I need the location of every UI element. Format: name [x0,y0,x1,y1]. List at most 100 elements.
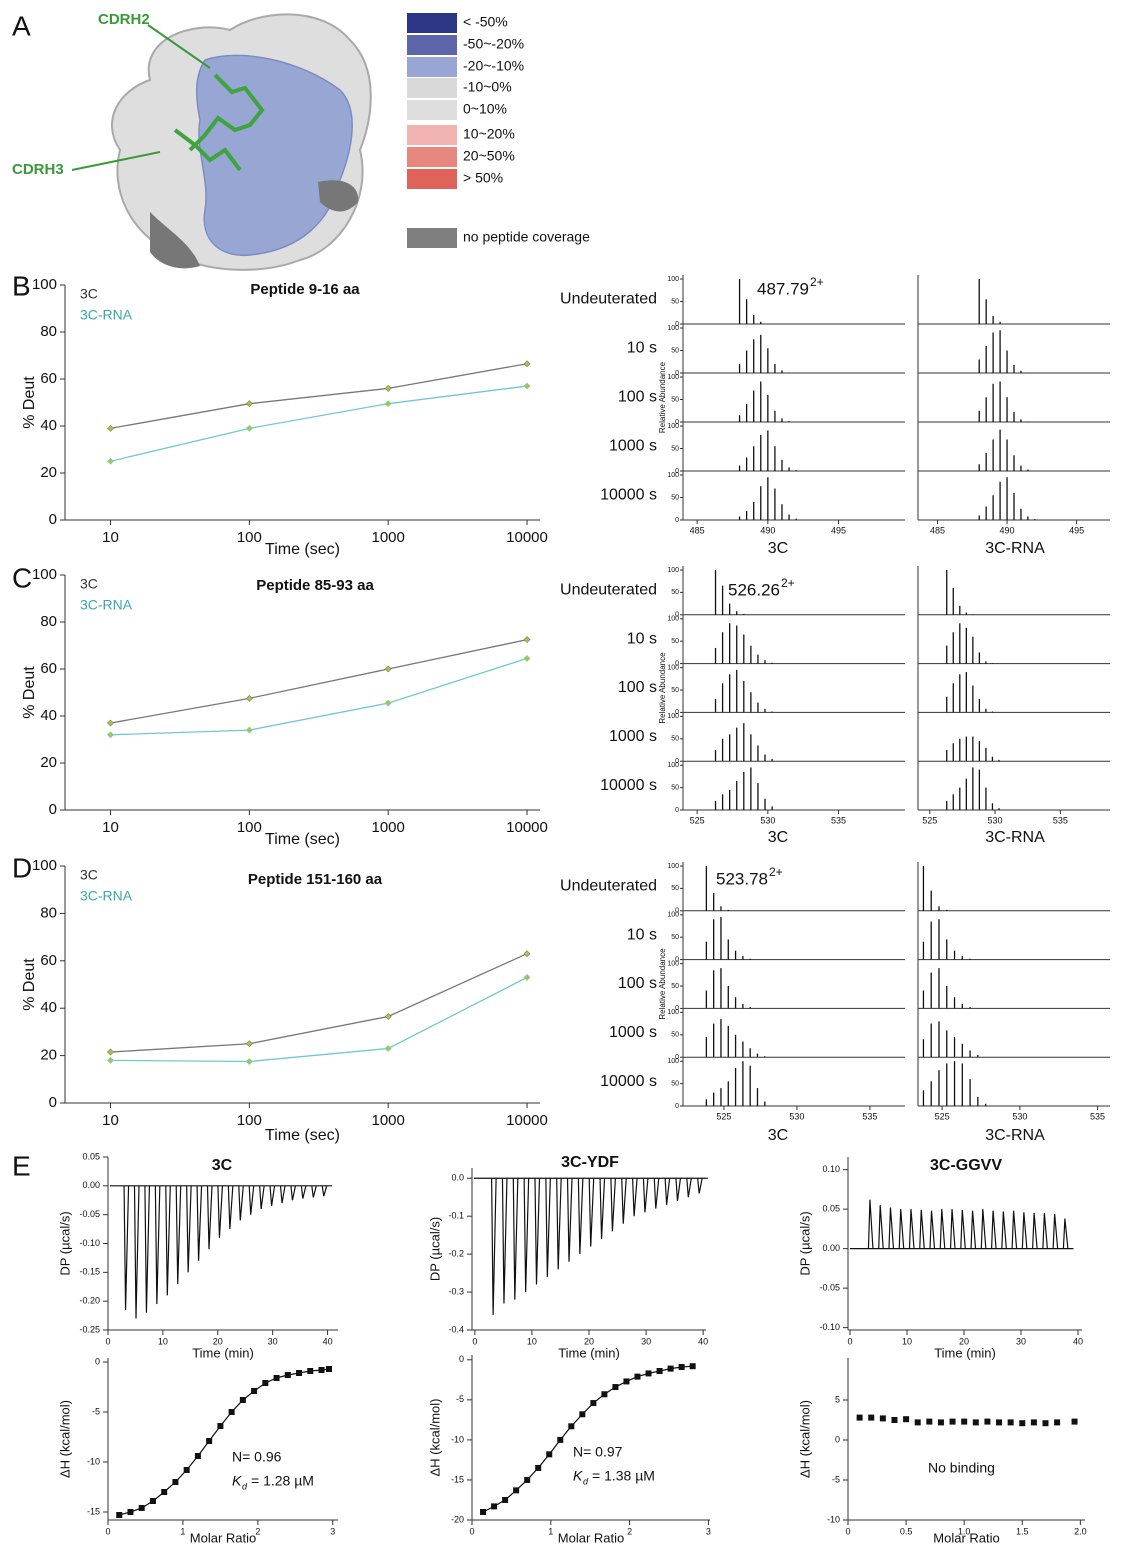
y-tick-label: 100 [667,567,679,574]
injection-peak [1022,1212,1027,1248]
x-tick-label: 530 [1012,1111,1027,1121]
panel-label: A [12,10,31,41]
injection-peak [868,1200,873,1249]
point-marker [246,1041,252,1047]
row-label: Undeuterated [560,582,657,599]
chart-title: Peptide 85-93 aa [256,577,374,594]
y-tick-label: -0.15 [79,1267,100,1277]
injection-peak [611,1178,616,1231]
legend-label: -20~-10% [463,58,524,74]
y-tick-label: -0.20 [79,1296,100,1306]
injection-peak [971,1211,976,1249]
injection-peak [981,1209,986,1248]
data-point [1031,1419,1037,1425]
y-tick-label: 20 [40,754,57,771]
point-marker [524,383,530,389]
panel-label: D [12,852,32,883]
injection-peak [676,1178,681,1201]
y-tick-label: -0.2 [448,1248,464,1258]
data-point [172,1479,178,1485]
data-point [206,1438,212,1444]
annotation: 523.78 [716,869,768,888]
y-tick-label: -0.10 [819,1322,840,1332]
protein-surface: CDRH2 CDRH3 [12,11,371,270]
data-point [590,1400,596,1406]
injection-peak [951,1209,956,1248]
y-tick-label: 100 [667,1009,679,1016]
point-marker [246,1059,252,1065]
x-tick-label: 525 [935,1111,950,1121]
y-axis-label: % Deut [21,958,38,1011]
y-axis-label: Relative Abundance [658,361,667,433]
data-point [996,1419,1002,1425]
y-tick-label: 80 [40,904,57,921]
figure: CDRH2 CDRH3 ABCDE< -50%-50~-20%-20~-10%-… [0,0,1128,1544]
y-tick-label: 50 [671,638,679,645]
data-point [150,1498,156,1504]
panel-label: E [12,1150,31,1181]
y-tick-label: -0.05 [79,1209,100,1219]
injection-peak [899,1209,904,1248]
y-tick-label: 80 [40,323,57,340]
data-point [950,1419,956,1425]
injection-peak [155,1186,160,1304]
y-tick-label: 100 [667,664,679,671]
y-tick-label: 100 [667,325,679,332]
row-label: 1000 s [609,438,657,455]
data-point [326,1366,332,1372]
data-point [568,1423,574,1429]
chart-title: 3C-GGVV [930,1157,1002,1174]
y-tick-label: 100 [667,1058,679,1065]
y-tick-label: 0 [49,511,57,528]
x-tick-label: 0 [472,1336,477,1346]
legend-label: > 50% [463,170,503,186]
x-tick-label: 10000 [506,1112,548,1129]
x-axis-label: Time (min) [192,1345,254,1360]
x-tick-label: 100 [237,819,262,836]
injection-peak [557,1178,562,1269]
x-tick-label: 495 [831,525,846,535]
x-tick-label: 490 [760,525,775,535]
panel-label: B [12,270,31,301]
y-tick-label: -0.1 [448,1211,464,1221]
injection-peak [961,1210,966,1249]
injection-peak [889,1208,894,1249]
y-tick-label: 0.00 [822,1243,840,1253]
x-tick-label: 490 [1000,525,1015,535]
y-tick-label: 0 [459,1354,464,1364]
injection-peak [687,1178,692,1197]
annotation: N= 0.97 [573,1444,623,1460]
y-tick-label: -10 [827,1514,840,1524]
x-axis-label: 3C-RNA [985,1127,1045,1144]
fit-line [119,1369,329,1515]
x-tick-label: 485 [930,525,945,535]
data-point [961,1419,967,1425]
y-tick-label: 20 [40,464,57,481]
x-tick-label: 100 [237,529,262,546]
point-marker [385,700,391,706]
data-point [184,1467,190,1473]
injection-peak [513,1178,518,1299]
x-tick-label: 2 [627,1526,632,1536]
x-axis-label: Time (min) [934,1345,996,1360]
data-point [195,1453,201,1459]
y-tick-label: 100 [667,616,679,623]
x-tick-label: 530 [988,815,1003,825]
point-marker [385,1013,391,1019]
x-tick-label: 525 [922,815,937,825]
row-label: 100 s [618,679,657,696]
x-axis-label: Molar Ratio [933,1530,999,1544]
x-tick-label: 485 [690,525,705,535]
x-tick-label: 535 [862,1111,877,1121]
injection-peak [197,1186,202,1261]
x-tick-label: 10000 [506,529,548,546]
cdr-label: CDRH3 [12,161,64,178]
y-tick-label: 40 [40,417,57,434]
y-tick-label: 0 [95,1356,100,1366]
row-label: 10 s [627,926,657,943]
data-point [116,1512,122,1518]
annotation: 526.26 [728,580,780,599]
data-point [262,1380,268,1386]
y-tick-label: 100 [667,472,679,479]
injection-peak [208,1186,213,1249]
